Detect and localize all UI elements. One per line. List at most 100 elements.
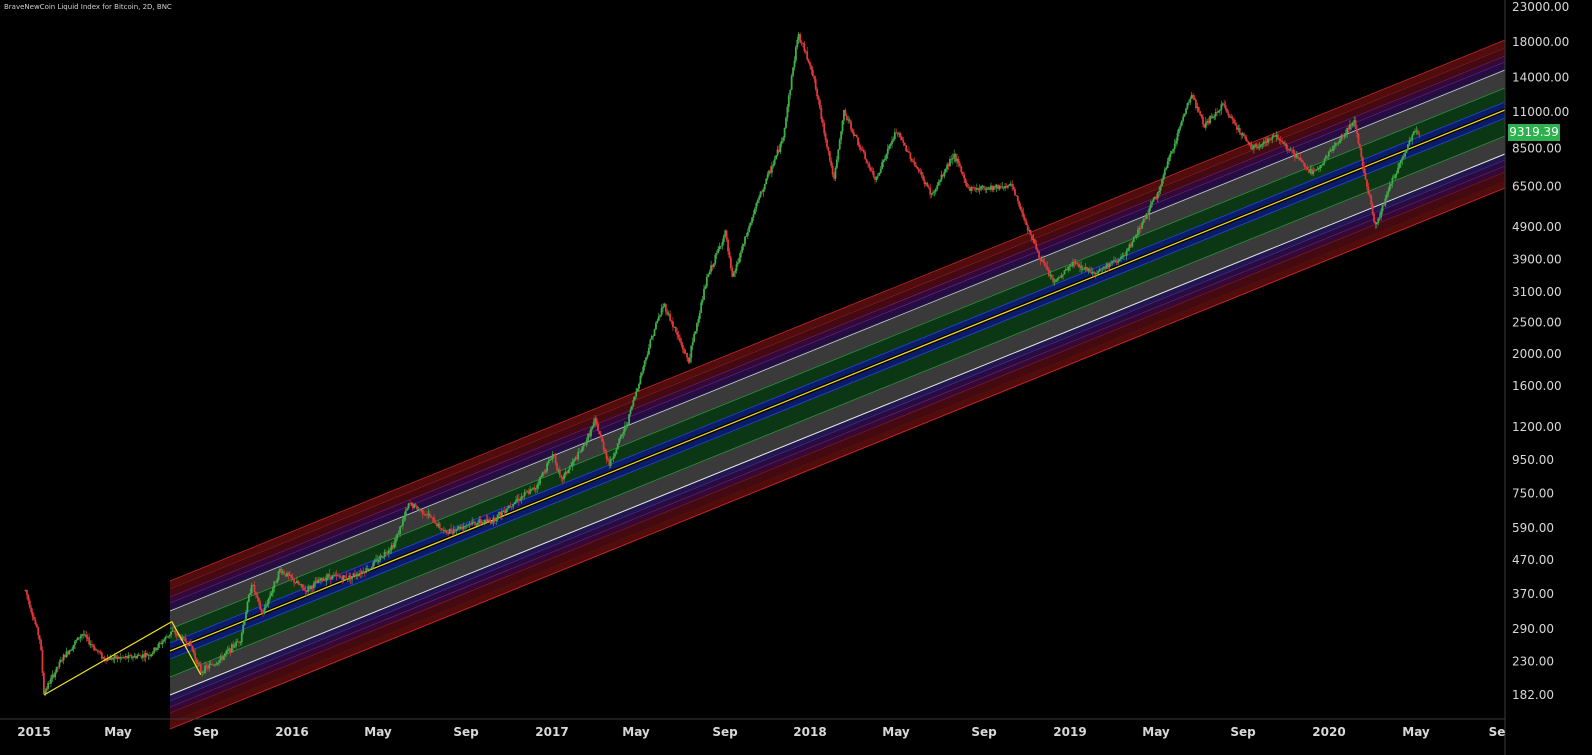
candle-body	[640, 372, 643, 376]
candle-body	[844, 110, 847, 116]
candle	[344, 575, 346, 578]
candle-body	[601, 437, 604, 442]
candle	[208, 661, 211, 672]
candle	[666, 308, 669, 316]
x-tick-label: May	[364, 725, 392, 739]
candle	[486, 515, 489, 524]
candle	[659, 314, 662, 318]
candle-body	[546, 463, 549, 471]
candle-body	[622, 431, 625, 435]
candle-body	[903, 142, 906, 146]
candle-body	[1281, 140, 1284, 142]
candle-body	[966, 182, 968, 188]
candle	[1101, 266, 1104, 273]
candle-body	[875, 176, 878, 180]
candle	[1144, 216, 1146, 223]
candle	[656, 318, 659, 324]
candle	[1367, 182, 1370, 195]
candle	[451, 529, 454, 536]
candle-body	[141, 654, 144, 658]
candle-body	[1306, 167, 1309, 170]
candle-body	[1353, 120, 1356, 123]
candle-body	[325, 577, 328, 581]
candle	[688, 353, 691, 365]
candle-body	[1343, 135, 1346, 137]
candle-body	[1384, 198, 1387, 206]
candle-body	[331, 575, 334, 580]
candle	[881, 159, 884, 170]
candle-body	[567, 469, 570, 474]
candle-body	[1081, 269, 1084, 270]
candle-body	[175, 634, 178, 636]
candle-body	[653, 329, 656, 336]
candle	[376, 554, 379, 565]
candle	[1036, 247, 1039, 253]
candle	[534, 487, 537, 494]
candle-body	[345, 577, 348, 580]
candle	[893, 128, 896, 141]
candle-body	[58, 661, 61, 667]
candle	[1040, 255, 1043, 262]
candle-body	[187, 644, 189, 646]
candle	[160, 639, 163, 646]
candle	[982, 185, 985, 191]
candle	[762, 187, 765, 197]
y-tick-label: 11000.00	[1512, 105, 1569, 119]
candle	[901, 135, 903, 141]
candle-body	[857, 137, 859, 146]
candle	[88, 633, 91, 647]
candle	[772, 160, 775, 169]
candle	[602, 439, 605, 453]
candle-body	[83, 634, 86, 636]
candle	[205, 663, 208, 671]
candle-body	[1364, 173, 1367, 180]
candle	[905, 144, 908, 152]
candle-body	[1060, 275, 1063, 278]
candle	[1096, 269, 1098, 277]
candle	[58, 659, 61, 669]
price-axis[interactable]: 23000.0018000.0014000.0011000.008500.006…	[1512, 0, 1569, 702]
candle	[639, 372, 642, 385]
candle	[958, 161, 961, 169]
candle	[488, 516, 491, 522]
y-tick-label: 590.00	[1512, 521, 1554, 535]
candle-body	[841, 120, 844, 132]
candle-body	[968, 188, 971, 191]
y-tick-label: 2500.00	[1512, 316, 1562, 330]
channel-line-purple-3	[169, 159, 1506, 702]
candle	[1361, 156, 1364, 171]
candle-body	[711, 265, 714, 267]
candle-body	[708, 271, 711, 275]
candle	[868, 161, 871, 171]
candle	[753, 207, 756, 215]
candle-body	[1397, 167, 1399, 174]
candle	[243, 619, 246, 626]
candle-body	[597, 424, 599, 432]
candle-body	[633, 396, 636, 401]
candle-body	[1122, 255, 1125, 257]
candle	[221, 651, 223, 663]
candle-body	[349, 575, 352, 580]
candle	[434, 519, 437, 524]
candle	[862, 147, 865, 155]
candle-body	[498, 512, 500, 515]
candle	[325, 573, 328, 586]
candle	[324, 575, 327, 582]
candle-body	[1346, 127, 1349, 134]
candle	[1012, 183, 1015, 191]
candle	[1326, 155, 1329, 160]
time-axis[interactable]: 2015 May Sep 2016 May Sep 2017 May Sep 2018 May Sep…	[17, 725, 1505, 739]
candle-body	[271, 588, 274, 593]
candle	[533, 484, 536, 492]
candle	[998, 184, 1001, 191]
candle	[633, 396, 636, 401]
candle-body	[379, 555, 382, 560]
y-tick-label: 182.00	[1512, 688, 1554, 702]
candle-body	[1401, 157, 1404, 161]
candle-body	[273, 581, 276, 589]
candle	[392, 541, 394, 550]
candle	[1062, 274, 1064, 280]
candle-body	[409, 503, 411, 505]
y-tick-label: 370.00	[1512, 587, 1554, 601]
